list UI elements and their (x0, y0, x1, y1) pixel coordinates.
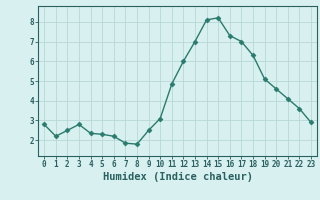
X-axis label: Humidex (Indice chaleur): Humidex (Indice chaleur) (103, 172, 252, 182)
